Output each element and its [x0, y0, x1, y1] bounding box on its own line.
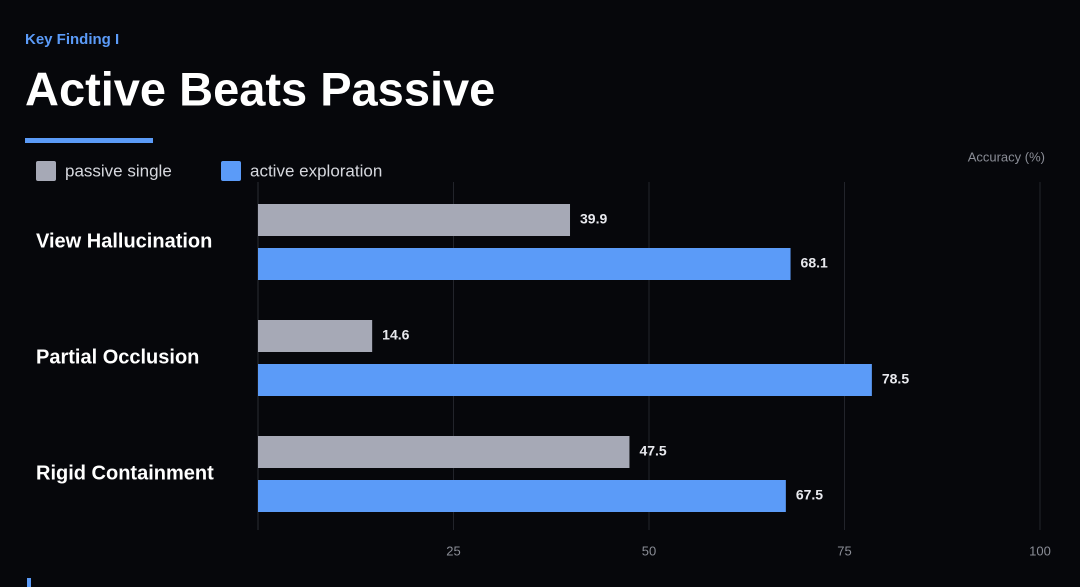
bar — [258, 320, 373, 352]
decoration — [27, 578, 31, 587]
x-axis-label: Accuracy (%) — [968, 149, 1045, 164]
category-label: Partial Occlusion — [36, 346, 199, 368]
chart-title: Active Beats Passive — [25, 62, 495, 115]
bar — [258, 480, 786, 512]
kicker: Key Finding I — [25, 31, 119, 48]
bar — [258, 364, 872, 396]
x-tick-label: 75 — [837, 543, 851, 558]
x-tick-label: 25 — [446, 543, 460, 558]
value-label: 68.1 — [801, 255, 828, 271]
legend-label: active exploration — [250, 161, 382, 180]
bar — [258, 204, 571, 236]
x-tick-label: 50 — [642, 543, 656, 558]
value-label: 39.9 — [580, 211, 607, 227]
value-label: 14.6 — [382, 327, 409, 343]
title-underline — [25, 138, 153, 143]
value-label: 78.5 — [882, 371, 909, 387]
legend-swatch — [36, 161, 56, 181]
value-label: 67.5 — [796, 487, 823, 503]
bar — [258, 436, 630, 468]
legend-swatch — [221, 161, 241, 181]
value-label: 47.5 — [639, 443, 666, 459]
bar — [258, 248, 791, 280]
legend-label: passive single — [65, 161, 172, 180]
category-label: View Hallucination — [36, 230, 212, 252]
category-label: Rigid Containment — [36, 462, 214, 484]
x-tick-label: 100 — [1029, 543, 1051, 558]
